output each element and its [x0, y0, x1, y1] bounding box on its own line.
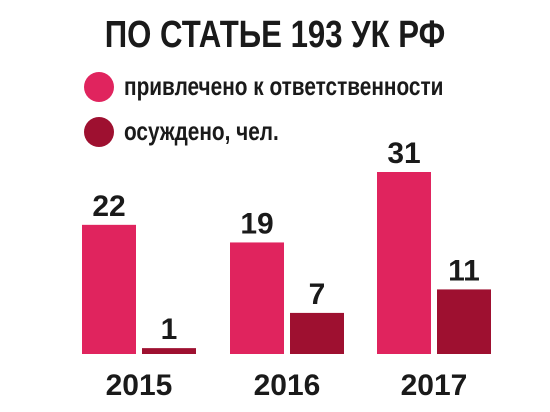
- legend-swatch-involved: [84, 71, 114, 102]
- year-label-2016: 2016: [254, 369, 321, 402]
- value-label-involved-2016: 19: [240, 207, 273, 240]
- legend-item-convicted: осуждено, чел.: [84, 116, 318, 147]
- year-label-2015: 2015: [106, 369, 173, 402]
- chart-title: ПО СТАТЬЕ 193 УК РФ: [104, 14, 446, 56]
- bar-involved-2015: [82, 224, 136, 354]
- value-label-convicted-2015: 1: [161, 313, 178, 346]
- bar-convicted-2017: [437, 289, 491, 354]
- bar-involved-2016: [230, 242, 284, 354]
- legend-item-involved: привлечено к ответственности: [84, 71, 523, 102]
- value-label-involved-2017: 31: [387, 137, 420, 170]
- legend-label-convicted: осуждено, чел.: [124, 116, 279, 146]
- bar-involved-2017: [377, 172, 431, 354]
- bar-convicted-2016: [290, 312, 344, 354]
- value-label-convicted-2016: 7: [309, 278, 326, 311]
- value-label-convicted-2017: 11: [448, 254, 480, 287]
- legend-label-involved: привлечено к ответственности: [124, 71, 444, 101]
- value-label-involved-2015: 22: [92, 190, 125, 223]
- bar-convicted-2015: [142, 348, 196, 354]
- year-label-2017: 2017: [401, 369, 468, 402]
- legend-swatch-convicted: [84, 116, 114, 147]
